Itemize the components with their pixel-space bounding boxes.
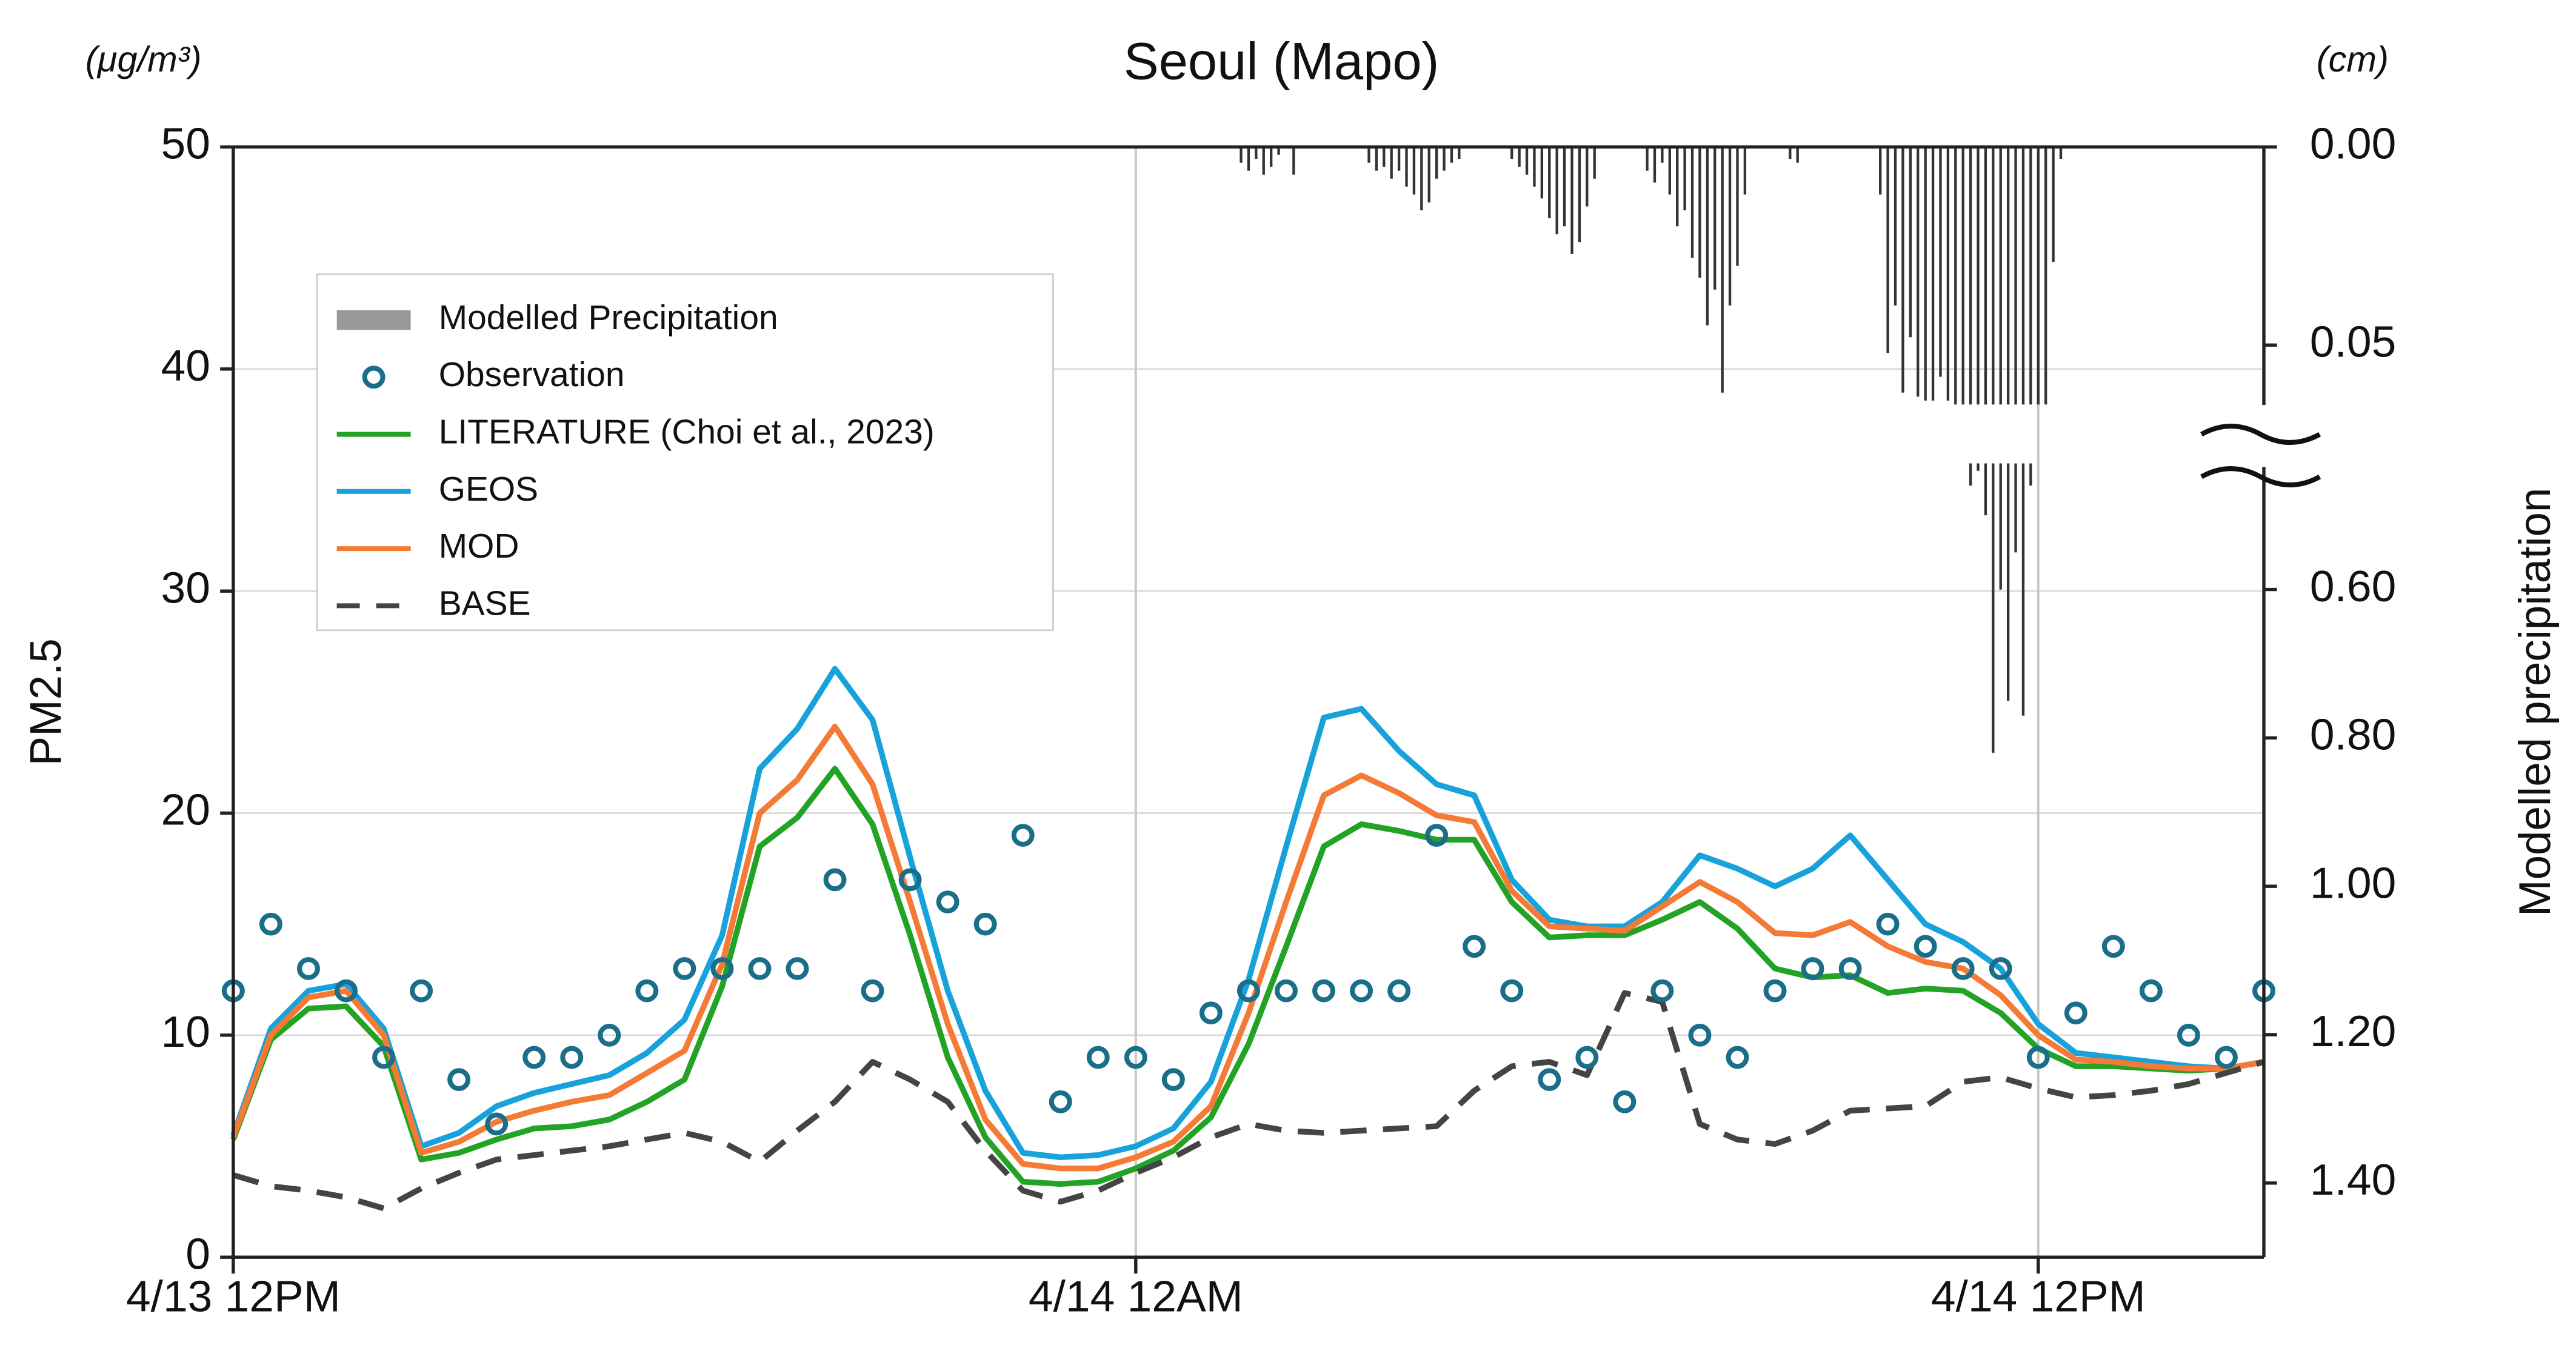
- observation-point: [1275, 979, 1298, 1003]
- y2-tick-label: 0.80: [2310, 710, 2396, 759]
- observation-point: [1914, 935, 1937, 958]
- observation-point: [522, 1046, 546, 1069]
- legend-box: [316, 273, 1054, 632]
- observation-point: [898, 868, 922, 892]
- observation-point: [1801, 957, 1824, 980]
- chart-title: Seoul (Mapo): [1124, 33, 1440, 91]
- observation-point: [1838, 957, 1862, 980]
- observation-point: [1199, 1001, 1223, 1025]
- y-tick-label: 10: [161, 1007, 210, 1056]
- series-line: [230, 723, 2264, 1172]
- observation-point: [410, 979, 433, 1003]
- observation-point: [1425, 824, 1449, 847]
- observation-point: [2215, 1046, 2238, 1069]
- axis-break-gap: [2198, 408, 2321, 467]
- observation-point: [335, 979, 358, 1003]
- legend-label: LITERATURE (Choi et al., 2023): [439, 413, 935, 452]
- axes: 0 10 20 30 40 50 0.00 0.05 0.60 0.80 1.00 1.20 1.40 4…: [126, 119, 2396, 1321]
- y2-axis-label: Modelled precipitation: [2511, 488, 2560, 916]
- observation-point: [786, 957, 809, 980]
- legend-label: MOD: [439, 527, 519, 566]
- y-tick-label: 50: [161, 119, 210, 169]
- y-unit: (μg/m³): [85, 39, 202, 79]
- series-line: [230, 766, 2264, 1187]
- observation-point: [2139, 979, 2163, 1003]
- legend: Modelled Precipitation Observation LITERAT…: [316, 273, 1054, 632]
- observation-point: [2064, 1001, 2087, 1025]
- observation-point: [2101, 935, 2125, 958]
- series-line: [232, 990, 2265, 1212]
- legend-label: GEOS: [439, 470, 538, 509]
- observation-point: [1575, 1046, 1599, 1069]
- x-tick-label: 4/14 12PM: [1931, 1272, 2146, 1321]
- observation-point: [447, 1068, 471, 1091]
- observation-point: [1876, 912, 1900, 936]
- legend-label: BASE: [439, 584, 531, 622]
- observation-point: [598, 1024, 621, 1047]
- y2-tick-label: 0.05: [2310, 318, 2396, 367]
- y2-tick-label: 1.20: [2310, 1007, 2396, 1056]
- observation-point: [1763, 979, 1787, 1003]
- observation-point: [1161, 1068, 1185, 1091]
- observation-point: [1989, 957, 2012, 980]
- observation-point: [485, 1112, 509, 1136]
- observation-point: [560, 1046, 584, 1069]
- observation-point: [1086, 1046, 1110, 1069]
- observation-point: [1538, 1068, 1561, 1091]
- legend-label: Modelled Precipitation: [439, 299, 778, 337]
- observation-point: [635, 979, 659, 1003]
- y-tick-label: 30: [161, 564, 210, 613]
- observation-point: [673, 957, 696, 980]
- axis-break-symbol: [2200, 424, 2321, 445]
- observation-point: [748, 957, 772, 980]
- observation-point: [861, 979, 884, 1003]
- legend-swatch: [336, 310, 411, 330]
- axis-break-symbol: [2200, 466, 2321, 487]
- observation-point: [973, 912, 997, 936]
- observation-point: [1650, 979, 1674, 1003]
- observation-point: [1124, 1046, 1147, 1069]
- legend-swatch: [362, 365, 385, 389]
- observation-point: [710, 957, 734, 980]
- x-tick-label: 4/13 12PM: [126, 1272, 341, 1321]
- observation-point: [2177, 1024, 2200, 1047]
- observation-point: [1350, 979, 1373, 1003]
- legend-label: Observation: [439, 356, 625, 394]
- observation-point: [1236, 979, 1260, 1003]
- y-tick-label: 0: [185, 1230, 210, 1279]
- observation-point: [259, 912, 282, 936]
- observation-point: [1726, 1046, 1749, 1069]
- y-axis-label: PM2.5: [21, 638, 70, 766]
- observation-point: [1463, 935, 1486, 958]
- observation-point: [1312, 979, 1336, 1003]
- observation-point: [1387, 979, 1411, 1003]
- marks: [221, 147, 2275, 1212]
- observation-point: [1613, 1090, 1637, 1113]
- observation-point: [1951, 957, 1975, 980]
- y2-tick-label: 0.60: [2310, 562, 2396, 611]
- observation-point: [1500, 979, 1524, 1003]
- observation-point: [1049, 1090, 1072, 1113]
- observation-point: [296, 957, 320, 980]
- y2-tick-label: 1.40: [2310, 1155, 2396, 1204]
- y2-unit: (cm): [2317, 39, 2389, 79]
- observation-point: [2026, 1046, 2050, 1069]
- observation-point: [936, 890, 959, 913]
- y-tick-label: 40: [161, 341, 210, 390]
- observation-point: [372, 1046, 396, 1069]
- observation-point: [1011, 824, 1035, 847]
- observation-point: [1688, 1024, 1712, 1047]
- x-tick-label: 4/14 12AM: [1029, 1272, 1243, 1321]
- y-tick-label: 20: [161, 786, 210, 835]
- observation-point: [823, 868, 847, 892]
- y2-tick-label: 1.00: [2310, 859, 2396, 908]
- y2-tick-label: 0.00: [2310, 119, 2396, 169]
